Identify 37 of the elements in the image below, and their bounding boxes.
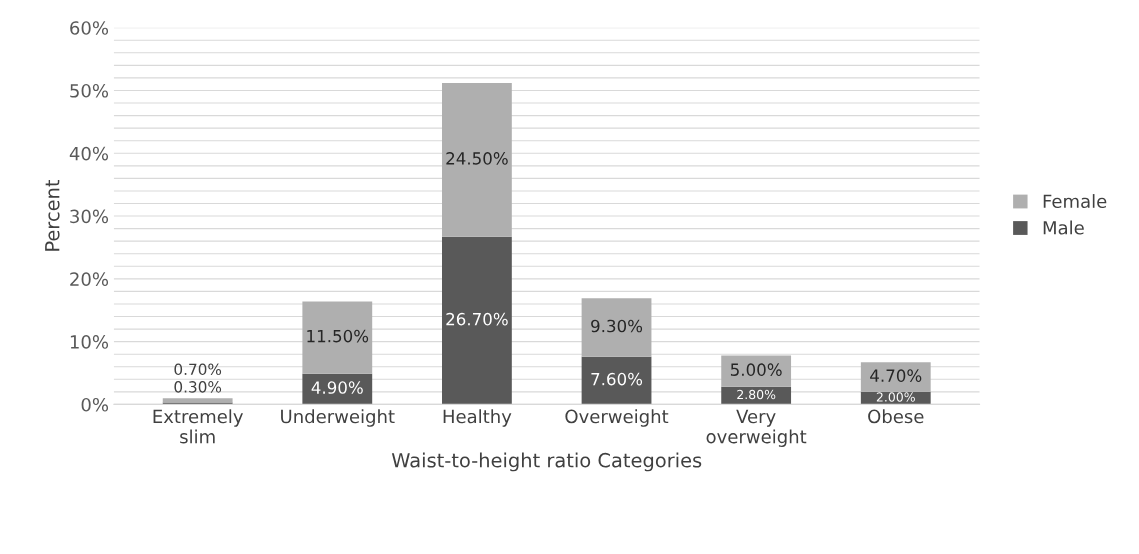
data-label: 26.70% bbox=[446, 312, 508, 326]
legend-label: Female bbox=[1043, 194, 1107, 209]
y-tick-label: 40% bbox=[69, 146, 109, 161]
bar bbox=[302, 301, 373, 374]
data-label: 24.50% bbox=[446, 152, 508, 165]
data-label: 4.70% bbox=[870, 369, 922, 382]
data-label: 2.00% bbox=[876, 392, 915, 402]
bar bbox=[721, 355, 792, 387]
data-label: 0.30% bbox=[174, 381, 222, 393]
y-tick-label: 30% bbox=[70, 209, 109, 224]
data-label: 5.00% bbox=[730, 363, 782, 376]
bar bbox=[581, 298, 652, 357]
y-tick-label: 50% bbox=[70, 83, 109, 98]
y-tick-label: 60% bbox=[70, 21, 109, 35]
legend-label: Male bbox=[1043, 220, 1084, 235]
bar bbox=[860, 362, 931, 392]
x-axis-title: Waist-to-height ratio Categories bbox=[391, 452, 702, 472]
x-tick-label: Overweight bbox=[565, 409, 669, 427]
y-tick-label: 10% bbox=[70, 335, 109, 349]
y-tick-label: 20% bbox=[70, 272, 109, 286]
bar bbox=[442, 82, 512, 237]
bar bbox=[581, 356, 652, 405]
data-label: 11.50% bbox=[307, 329, 369, 343]
x-tick-label: Very overweight bbox=[706, 409, 807, 447]
x-tick-label: Obese bbox=[868, 409, 924, 424]
data-label: 4.90% bbox=[311, 381, 363, 394]
y-tick-label: 0% bbox=[81, 397, 109, 412]
data-label: 9.30% bbox=[591, 319, 643, 333]
x-tick-label: Healthy bbox=[443, 409, 512, 427]
x-tick-label: Extremely slim bbox=[153, 409, 243, 444]
data-label: 7.60% bbox=[591, 372, 643, 386]
bar bbox=[162, 398, 233, 403]
x-tick-label: Underweight bbox=[281, 409, 395, 427]
data-label: 0.70% bbox=[174, 363, 222, 376]
y-axis-title: Percent bbox=[45, 179, 60, 251]
bar bbox=[442, 236, 512, 405]
data-label: 2.80% bbox=[737, 389, 776, 400]
